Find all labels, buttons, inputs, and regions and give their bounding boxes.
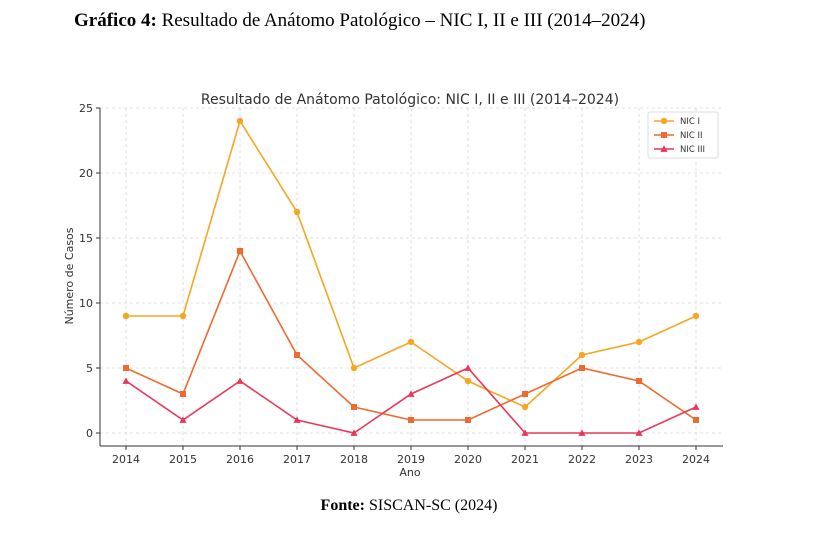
y-tick-label: 10 bbox=[79, 297, 93, 310]
y-ticks: 0 5 10 15 20 25 bbox=[79, 102, 100, 440]
data-point-nic-iii bbox=[635, 429, 643, 436]
series-nic-ii bbox=[123, 248, 699, 423]
legend: NIC I NIC II NIC III bbox=[647, 111, 719, 159]
data-point-nic-ii bbox=[522, 391, 528, 397]
x-tick-label: 2017 bbox=[283, 453, 311, 466]
data-point-nic-iii bbox=[293, 416, 301, 423]
legend-marker-nic-i bbox=[660, 117, 668, 125]
series-nic-iii bbox=[122, 364, 700, 436]
data-point-nic-ii bbox=[180, 391, 186, 397]
series-group bbox=[122, 117, 700, 436]
data-point-nic-ii bbox=[351, 404, 357, 410]
y-tick-label: 20 bbox=[79, 167, 93, 180]
data-point-nic-i bbox=[122, 312, 130, 320]
source-text: SISCAN-SC (2024) bbox=[364, 497, 498, 514]
x-tick-label: 2015 bbox=[169, 453, 197, 466]
data-point-nic-iii bbox=[692, 403, 700, 410]
chart-title: Resultado de Anátomo Patológico: NIC I, … bbox=[201, 92, 619, 108]
caption-prefix: Gráfico 4: bbox=[74, 10, 157, 31]
data-point-nic-i bbox=[293, 208, 301, 216]
figure-source: Fonte: SISCAN-SC (2024) bbox=[0, 497, 818, 515]
data-point-nic-ii bbox=[294, 352, 300, 358]
series-nic-i bbox=[122, 117, 700, 411]
x-tick-label: 2018 bbox=[340, 453, 368, 466]
data-point-nic-i bbox=[350, 364, 358, 372]
legend-label-nic-iii: NIC III bbox=[680, 145, 705, 155]
y-tick-label: 25 bbox=[79, 102, 93, 115]
data-point-nic-i bbox=[521, 403, 529, 411]
data-point-nic-i bbox=[578, 351, 586, 359]
legend-marker-nic-ii bbox=[661, 132, 667, 138]
data-point-nic-i bbox=[635, 338, 643, 346]
x-axis-label: Ano bbox=[399, 466, 420, 479]
data-point-nic-ii bbox=[693, 417, 699, 423]
data-point-nic-iii bbox=[122, 377, 130, 384]
y-tick-label: 5 bbox=[86, 362, 93, 375]
x-tick-label: 2021 bbox=[511, 453, 539, 466]
y-axis-label: Número de Casos bbox=[63, 227, 76, 324]
x-tick-label: 2023 bbox=[625, 453, 653, 466]
data-point-nic-iii bbox=[236, 377, 244, 384]
source-prefix: Fonte: bbox=[320, 497, 365, 514]
caption-text: Resultado de Anátomo Patológico – NIC I,… bbox=[156, 10, 646, 31]
data-point-nic-i bbox=[407, 338, 415, 346]
figure-caption: Gráfico 4: Resultado de Anátomo Patológi… bbox=[74, 10, 645, 32]
x-tick-label: 2016 bbox=[226, 453, 254, 466]
x-tick-label: 2020 bbox=[454, 453, 482, 466]
data-point-nic-iii bbox=[578, 429, 586, 436]
data-point-nic-i bbox=[464, 377, 472, 385]
y-tick-label: 0 bbox=[86, 427, 93, 440]
grid-lines bbox=[100, 107, 723, 446]
x-tick-label: 2014 bbox=[112, 453, 140, 466]
legend-marker-nic-iii bbox=[660, 145, 668, 152]
data-point-nic-ii bbox=[123, 365, 129, 371]
data-point-nic-iii bbox=[521, 429, 529, 436]
x-tick-label: 2022 bbox=[568, 453, 596, 466]
data-point-nic-iii bbox=[350, 429, 358, 436]
data-point-nic-i bbox=[179, 312, 187, 320]
y-tick-label: 15 bbox=[79, 232, 93, 245]
data-point-nic-ii bbox=[579, 365, 585, 371]
legend-label-nic-i: NIC I bbox=[680, 117, 700, 127]
data-point-nic-i bbox=[692, 312, 700, 320]
x-tick-label: 2024 bbox=[682, 453, 710, 466]
data-point-nic-iii bbox=[179, 416, 187, 423]
legend-label-nic-ii: NIC II bbox=[680, 131, 703, 141]
x-ticks: 2014 2015 2016 2017 2018 2019 2020 2021 2022 2023… bbox=[112, 446, 710, 466]
data-point-nic-ii bbox=[465, 417, 471, 423]
data-point-nic-ii bbox=[237, 248, 243, 254]
data-point-nic-ii bbox=[636, 378, 642, 384]
data-point-nic-iii bbox=[464, 364, 472, 371]
data-point-nic-i bbox=[236, 117, 244, 125]
x-tick-label: 2019 bbox=[397, 453, 425, 466]
data-point-nic-iii bbox=[407, 390, 415, 397]
series-line-nic-iii bbox=[125, 367, 697, 434]
data-point-nic-ii bbox=[408, 417, 414, 423]
